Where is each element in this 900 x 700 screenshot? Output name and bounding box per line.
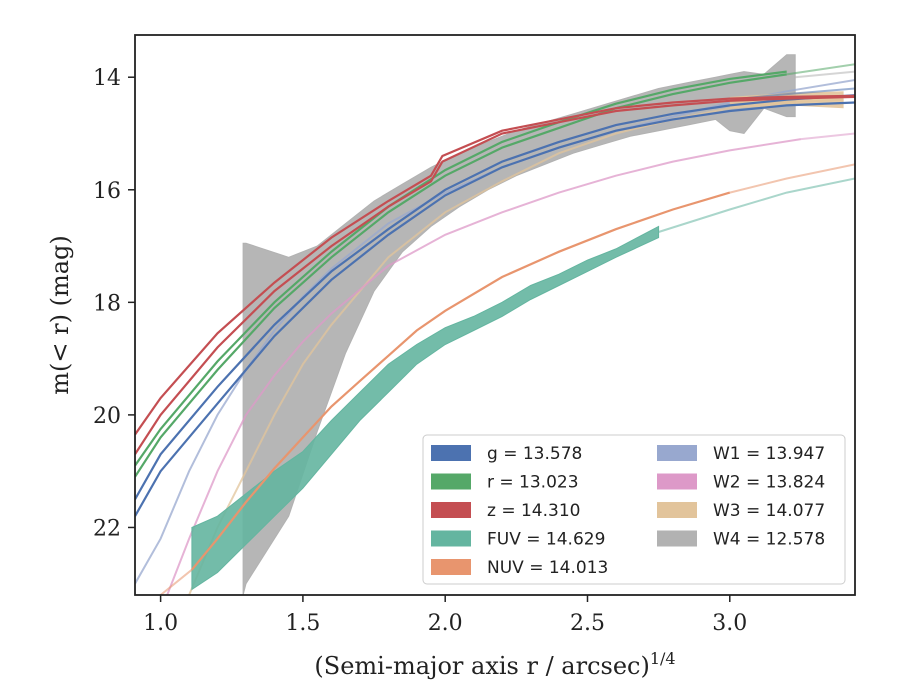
legend-swatch <box>657 530 697 547</box>
series-w2-line <box>166 138 802 595</box>
series-nuv <box>159 163 855 595</box>
series-r-faint <box>786 63 855 76</box>
legend-box <box>422 434 846 585</box>
series-nuv-line <box>191 191 731 571</box>
x-tick-label: 1.0 <box>143 611 178 636</box>
y-tick-label: 18 <box>93 291 121 316</box>
series-fuv-faint <box>658 177 855 233</box>
legend-label: W3 = 14.077 <box>713 501 825 521</box>
legend-swatch <box>657 473 697 490</box>
x-tick-label: 2.0 <box>428 611 463 636</box>
ticks-layer: 1.0 1.5 2.0 2.5 3.0 14 16 18 20 22 <box>93 66 747 636</box>
legend-swatch <box>431 473 471 490</box>
legend-swatch <box>431 559 471 575</box>
y-tick-label: 20 <box>93 404 121 429</box>
legend-swatch <box>431 445 471 461</box>
legend-label: g = 13.578 <box>487 444 582 464</box>
series-z-line <box>135 95 855 455</box>
series-w4-faint <box>795 70 855 79</box>
series-g-line-2 <box>135 94 855 500</box>
legend: g = 13.578 r = 13.023 z = 14.310 FUV = 14.6… <box>422 434 846 585</box>
series-w3-line <box>188 98 844 595</box>
legend-swatch <box>657 502 697 518</box>
x-tick-label: 3.0 <box>712 611 747 636</box>
series-layer <box>135 54 855 595</box>
legend-label: NUV = 14.013 <box>487 558 608 578</box>
series-z-line-2 <box>135 94 855 436</box>
legend-label: z = 14.310 <box>487 501 580 521</box>
y-tick-label: 22 <box>93 516 121 541</box>
legend-swatch <box>431 502 471 518</box>
series-r <box>135 63 855 478</box>
series-w2-faint <box>800 132 855 141</box>
x-axis-title: (Semi-major axis r / arcsec)1/4 <box>314 649 675 680</box>
series-w2 <box>166 132 855 595</box>
legend-swatch <box>431 530 471 547</box>
legend-label: W2 = 13.824 <box>713 473 825 493</box>
x-tick-label: 2.5 <box>570 611 605 636</box>
legend-label: FUV = 14.629 <box>487 530 605 550</box>
series-fuv <box>191 177 855 591</box>
y-tick-label: 16 <box>93 179 121 204</box>
series-r-line <box>135 73 787 478</box>
series-nuv-faint-2 <box>729 163 855 194</box>
legend-label: r = 13.023 <box>487 473 579 493</box>
legend-label: W4 = 12.578 <box>713 530 825 550</box>
legend-label: W1 = 13.947 <box>713 444 825 464</box>
series-g-line <box>135 101 855 517</box>
series-z <box>135 94 855 455</box>
plot-frame <box>134 34 856 596</box>
y-tick-label: 14 <box>93 66 121 91</box>
series-fuv-band <box>191 225 660 591</box>
y-axis-title: m(< r) (mag) <box>46 235 74 394</box>
series-r-line-2 <box>135 70 787 467</box>
x-tick-label: 1.5 <box>285 611 320 636</box>
legend-swatch <box>657 445 697 461</box>
series-nuv-faint <box>159 568 193 595</box>
